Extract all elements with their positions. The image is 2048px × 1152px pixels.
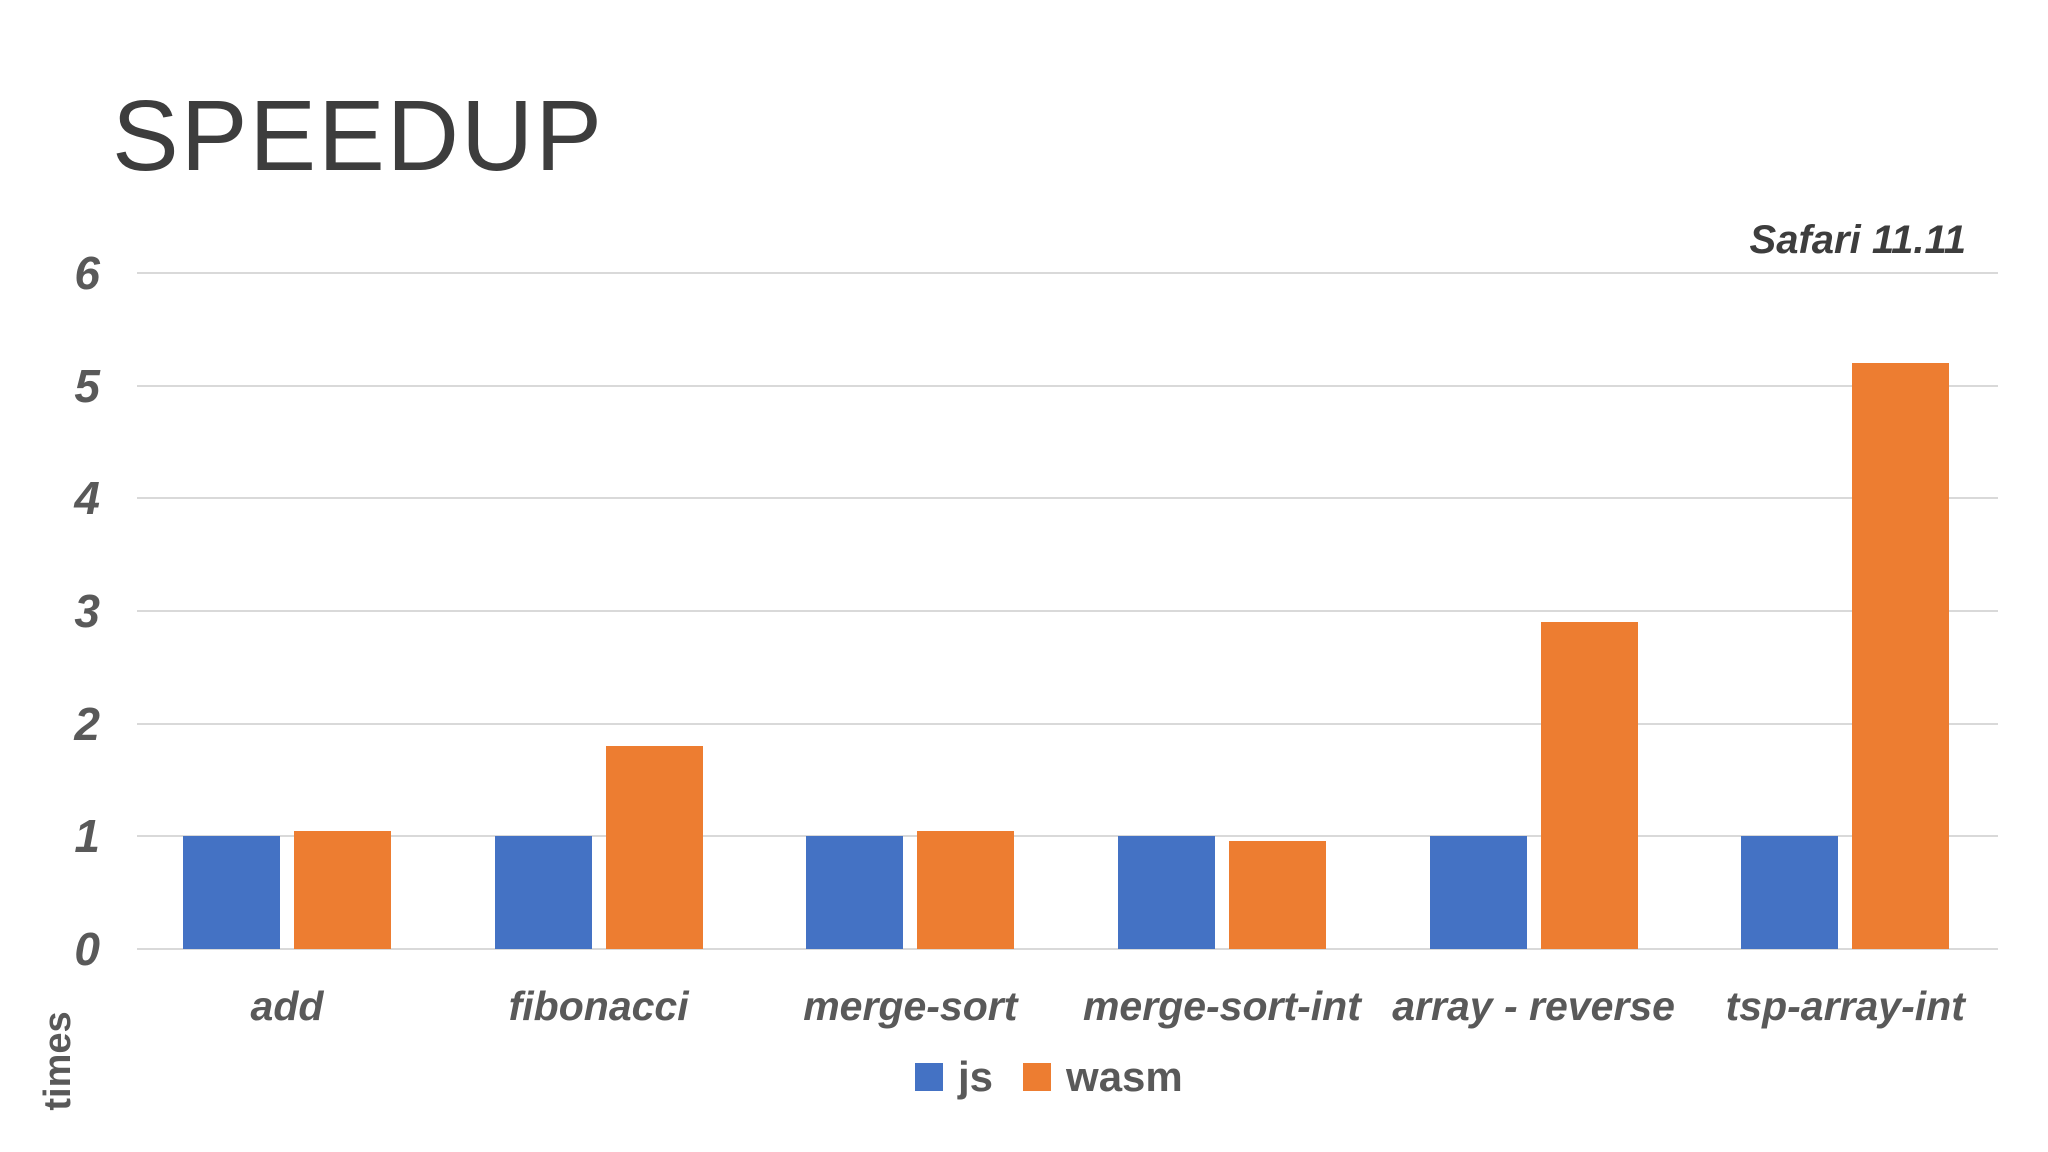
y-axis-label: times (37, 1011, 79, 1111)
y-tick-label-6: 6 (74, 247, 100, 299)
bar-wasm-merge-sort-int (1228, 840, 1326, 949)
gridline-y-1 (137, 835, 1998, 838)
annotation-browser-version: Safari 11.11 (1749, 218, 1966, 262)
y-tick-label-0: 0 (74, 923, 100, 975)
category-label-merge-sort-int: merge-sort-int (1082, 983, 1361, 1029)
y-tick-label-2: 2 (74, 697, 100, 750)
bar-js-add (183, 836, 280, 949)
bar-js-merge-sort-int (1117, 836, 1215, 949)
legend-item-wasm: wasm (1023, 1056, 1183, 1098)
bar-wasm-tsp-array-int (1852, 363, 1950, 949)
gridline-y-4 (137, 497, 1998, 500)
gridline-y-2 (137, 722, 1998, 725)
bar-js-merge-sort (806, 836, 904, 949)
legend-label-wasm: wasm (1066, 1053, 1183, 1100)
y-tick-label-3: 3 (74, 585, 100, 637)
bar-js-tsp-array-int (1741, 836, 1839, 949)
category-label-merge-sort: merge-sort (803, 983, 1018, 1029)
y-tick-label-1: 1 (74, 810, 100, 863)
chart-title: SPEEDUP (112, 80, 604, 192)
legend: js wasm (915, 1056, 1183, 1098)
legend-item-js: js (915, 1056, 993, 1098)
bar-js-array-reverse (1429, 836, 1527, 949)
category-label-array-reverse: array - reverse (1392, 983, 1675, 1029)
gridline-y-0 (137, 948, 1998, 950)
y-tick-label-4: 4 (74, 472, 100, 525)
y-tick-label-5: 5 (74, 359, 100, 412)
category-label-tsp-array-int: tsp-array-int (1725, 983, 1965, 1029)
category-label-add: add (250, 983, 324, 1029)
bar-wasm-merge-sort (917, 830, 1015, 949)
legend-swatch-wasm (1023, 1063, 1052, 1091)
bar-wasm-add (294, 830, 391, 949)
gridline-y-5 (137, 384, 1998, 387)
legend-swatch-js (915, 1063, 943, 1091)
gridline-y-6 (137, 272, 1998, 274)
gridline-y-3 (137, 610, 1998, 612)
bar-wasm-array-reverse (1540, 622, 1638, 949)
category-label-fibonacci: fibonacci (508, 983, 689, 1029)
bar-js-fibonacci (494, 836, 592, 949)
bar-wasm-fibonacci (605, 746, 703, 949)
legend-label-js: js (958, 1053, 994, 1100)
